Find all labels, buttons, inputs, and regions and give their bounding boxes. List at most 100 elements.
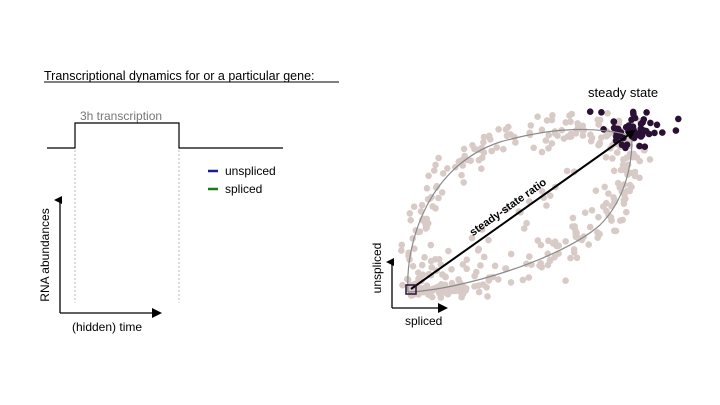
cell-dot <box>537 260 544 267</box>
cell-dot <box>463 256 471 264</box>
cell-dot <box>598 134 605 141</box>
cell-dot <box>603 207 610 215</box>
cell-dot <box>471 145 478 153</box>
cell-dot <box>538 188 546 195</box>
cell-dot <box>435 154 442 162</box>
cell-dot <box>534 237 542 244</box>
steady-state-cell-dot <box>647 119 654 127</box>
cell-dot <box>398 247 405 254</box>
cell-dot <box>609 155 616 162</box>
cell-dot <box>480 253 488 261</box>
steady-state-label: steady state <box>588 85 658 100</box>
cell-dot <box>399 281 406 289</box>
cell-dot <box>530 144 537 152</box>
cell-dot <box>463 156 471 164</box>
cell-dot <box>595 121 602 128</box>
cell-dot <box>544 261 552 269</box>
cell-dot <box>437 291 444 298</box>
cell-dot <box>488 147 496 155</box>
legend-unspliced-label: unspliced <box>225 164 276 178</box>
steady-state-cell-dot <box>645 130 653 138</box>
cell-dot <box>474 247 482 254</box>
cell-dot <box>607 214 615 221</box>
steady-state-cell-dot <box>610 118 618 126</box>
cell-dot <box>553 242 561 250</box>
cell-dot <box>548 140 556 147</box>
cell-dot <box>592 187 600 194</box>
cell-dot <box>460 145 468 153</box>
cell-dot <box>523 219 530 227</box>
cell-dot <box>568 110 575 118</box>
cell-dot <box>623 187 631 195</box>
cell-dot <box>546 192 554 199</box>
cell-dot <box>586 223 594 231</box>
cell-dot <box>631 168 639 176</box>
cell-dot <box>507 250 515 258</box>
steady-state-cell-dot <box>636 142 643 150</box>
cell-dot <box>495 276 502 283</box>
cell-dot <box>495 126 502 133</box>
steady-state-cell-dot <box>624 125 632 132</box>
cell-dot <box>433 182 441 190</box>
cell-dot <box>567 118 574 125</box>
cell-dot <box>503 205 511 213</box>
steady-state-cell-dot <box>598 109 605 116</box>
cell-dot <box>612 227 620 235</box>
cell-dot <box>560 135 568 142</box>
cell-dot <box>605 190 612 197</box>
cell-dot <box>575 235 582 242</box>
cell-dot <box>588 134 596 142</box>
cell-dot <box>505 123 512 131</box>
cell-dot <box>623 208 630 216</box>
left-panel: 3h transcription unspliced spliced RNA a… <box>38 109 283 334</box>
cell-dot <box>410 203 418 210</box>
cell-dot <box>477 262 484 269</box>
cell-dot <box>525 274 533 281</box>
cell-dot <box>545 145 552 152</box>
cell-dot <box>611 196 618 204</box>
cell-dot <box>603 131 610 139</box>
origin-marker <box>405 284 417 295</box>
cell-dot <box>538 148 546 156</box>
cell-dot <box>519 276 527 284</box>
cell-dot <box>480 133 488 141</box>
cell-dot <box>620 196 628 204</box>
steady-state-cell-dot <box>653 121 661 129</box>
steady-state-cell-dot <box>600 126 607 133</box>
cell-dot <box>491 262 499 270</box>
cell-dot <box>567 254 574 262</box>
repression-curve <box>407 139 633 293</box>
cell-dot <box>563 167 571 175</box>
cell-dot <box>604 110 611 117</box>
right-y-label: unspliced <box>370 243 384 294</box>
cell-dot <box>542 137 550 144</box>
cell-dot <box>646 156 654 163</box>
cell-dot <box>455 276 462 283</box>
cell-dot <box>445 247 452 255</box>
cell-scatter <box>398 108 682 301</box>
cell-dot <box>418 201 426 209</box>
cell-dot <box>473 268 480 276</box>
cell-dot <box>478 154 486 162</box>
cell-dot <box>569 223 576 230</box>
cell-dot <box>478 165 485 172</box>
steady-state-ratio-label: steady-state ratio <box>468 176 550 239</box>
cell-dot <box>588 207 596 214</box>
cell-dot <box>475 288 483 296</box>
steady-state-cell-dot <box>586 108 594 115</box>
cell-dot <box>548 116 556 124</box>
right-panel: steady-state ratio unspliced spliced ste… <box>370 85 682 328</box>
cell-dot <box>427 241 435 249</box>
cell-dot <box>567 130 575 138</box>
steady-state-cell-dot <box>618 141 626 149</box>
cell-dot <box>460 179 468 186</box>
cell-dot <box>613 149 621 156</box>
right-x-label: spliced <box>405 314 442 328</box>
cell-dot <box>484 293 491 300</box>
steady-state-cell-dot <box>651 129 658 137</box>
cell-dot <box>562 238 569 245</box>
cell-dot <box>483 284 490 291</box>
cell-dot <box>422 225 430 232</box>
pulse-label: 3h transcription <box>80 109 162 123</box>
